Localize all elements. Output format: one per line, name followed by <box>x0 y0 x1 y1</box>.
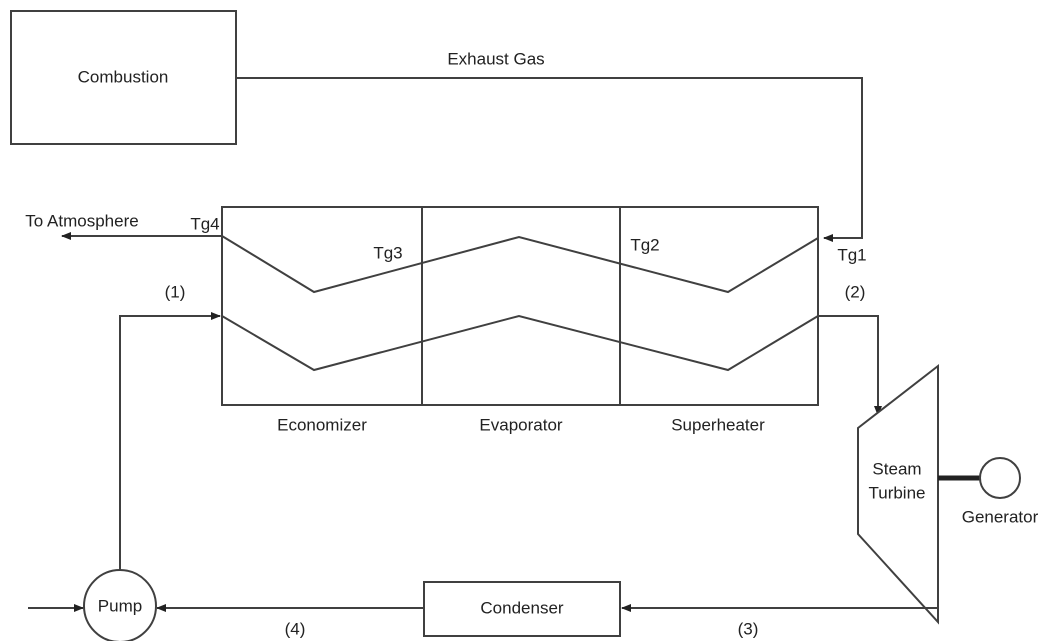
generator <box>979 457 1021 499</box>
turbine <box>857 363 939 625</box>
exhaust-label: Exhaust Gas <box>447 49 544 68</box>
temp-label: Tg3 <box>373 243 402 262</box>
temp-label: Tg2 <box>630 235 659 254</box>
hrsg-box <box>221 206 819 406</box>
generator-label: Generator <box>962 507 1039 526</box>
water-profile <box>221 314 819 372</box>
steam-line <box>818 315 882 416</box>
temp-label: Tg4 <box>190 214 219 233</box>
state-label: (2) <box>845 282 866 301</box>
gas-profile <box>221 235 819 294</box>
pump <box>83 569 157 641</box>
section-label: Superheater <box>671 415 765 434</box>
state-label: (4) <box>285 619 306 638</box>
feed-line <box>119 312 221 570</box>
state-label: (3) <box>738 619 759 638</box>
atmosphere-label: To Atmosphere <box>25 211 138 230</box>
exhaust-line <box>236 77 863 242</box>
turbine-label: Turbine <box>868 483 925 502</box>
turbine-label: Steam <box>872 459 921 478</box>
section-label: Economizer <box>277 415 367 434</box>
condenser-label: Condenser <box>480 598 564 617</box>
condenser-box <box>423 581 621 637</box>
combustion-box <box>10 10 237 145</box>
state-label: (1) <box>165 282 186 301</box>
temp-label: Tg1 <box>837 245 866 264</box>
pump-label: Pump <box>98 596 142 615</box>
combustion-label: Combustion <box>78 67 169 86</box>
section-label: Evaporator <box>479 415 562 434</box>
